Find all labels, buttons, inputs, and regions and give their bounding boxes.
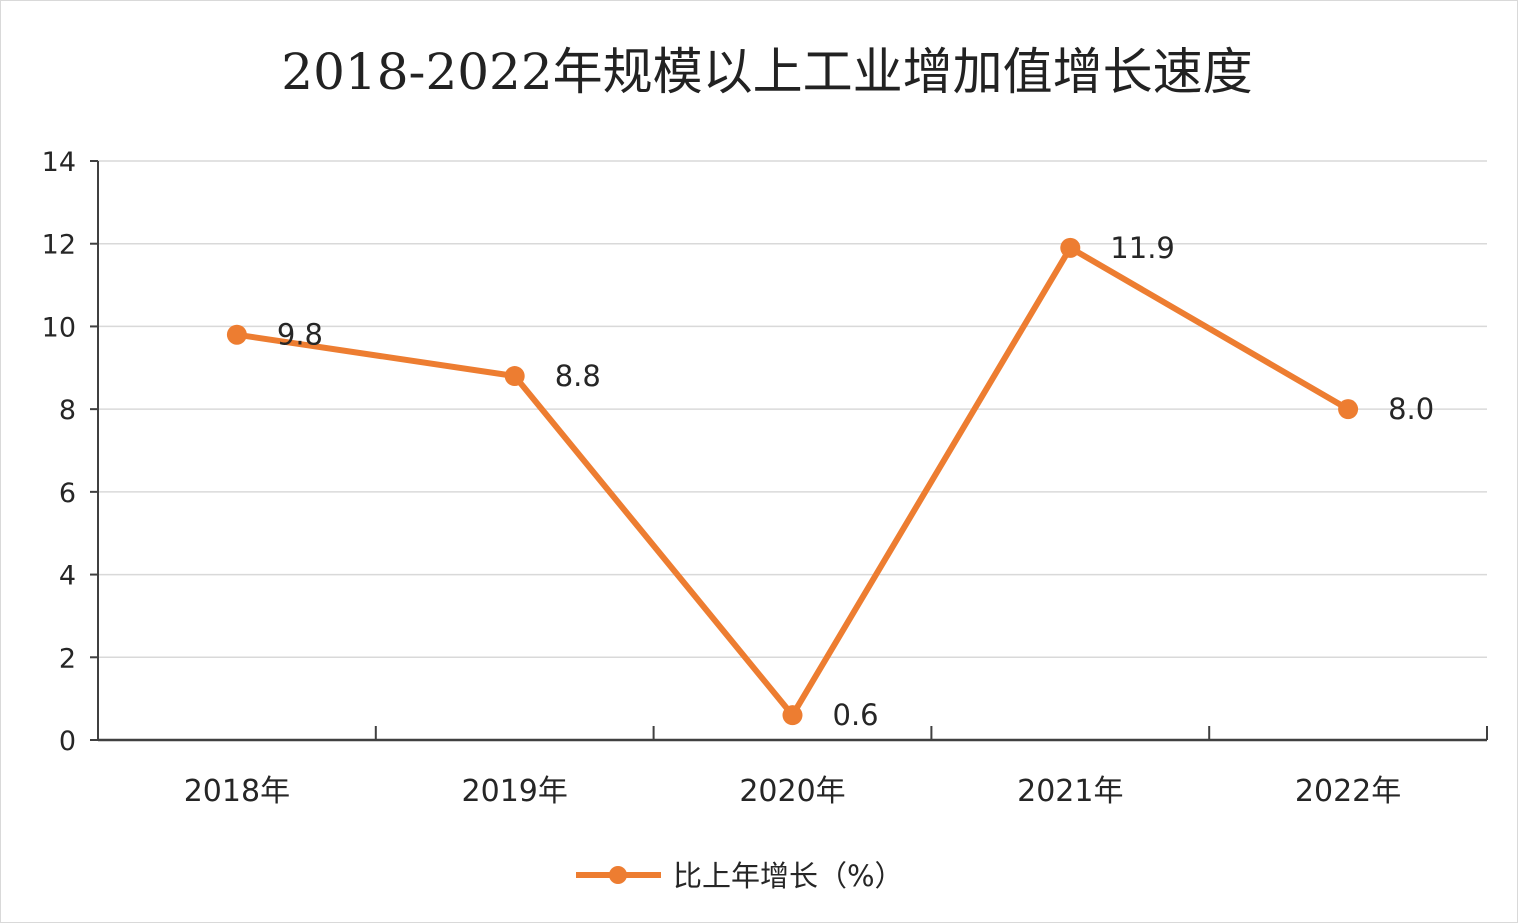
legend-label: 比上年增长（%） [673, 859, 904, 893]
y-tick-label: 12 [42, 230, 76, 261]
x-tick-label: 2019年 [462, 774, 568, 809]
data-point-marker [226, 324, 247, 345]
data-label: 8.0 [1388, 392, 1434, 426]
legend-marker-icon [609, 866, 627, 884]
data-label: 11.9 [1110, 231, 1175, 265]
series-markers [226, 237, 1359, 726]
y-tick-label: 14 [42, 147, 76, 178]
series-line [233, 244, 1352, 719]
data-label: 0.6 [833, 698, 879, 732]
chart-title: 2018-2022年规模以上工业增加值增长速度 [281, 43, 1252, 101]
data-point-marker [504, 366, 525, 387]
legend: 比上年增长（%） [576, 859, 904, 893]
data-point-marker [782, 705, 803, 726]
x-tick-label: 2022年 [1295, 774, 1401, 809]
y-tick-label: 6 [59, 478, 76, 509]
data-point-marker [1060, 237, 1081, 258]
gridlines [98, 160, 1487, 659]
x-tick-label: 2021年 [1017, 774, 1123, 809]
x-tick-label: 2020年 [739, 774, 845, 809]
y-tick-label: 4 [59, 561, 76, 592]
y-tick-label: 2 [59, 643, 76, 674]
data-label: 9.8 [277, 318, 323, 352]
y-tick-label: 0 [59, 726, 76, 757]
data-label: 8.8 [555, 359, 601, 393]
series-line-path [233, 244, 1352, 719]
x-tick-label: 2018年 [184, 774, 290, 809]
axes: 0 2 4 6 8 10 12 14 2018年 2019年 2020年 2021年 2022年 [42, 147, 1488, 809]
y-tick-label: 10 [42, 312, 76, 343]
y-tick-label: 8 [59, 395, 76, 426]
data-point-marker [1338, 399, 1359, 420]
data-labels: 9.8 8.8 0.6 11.9 8.0 [277, 231, 1434, 732]
